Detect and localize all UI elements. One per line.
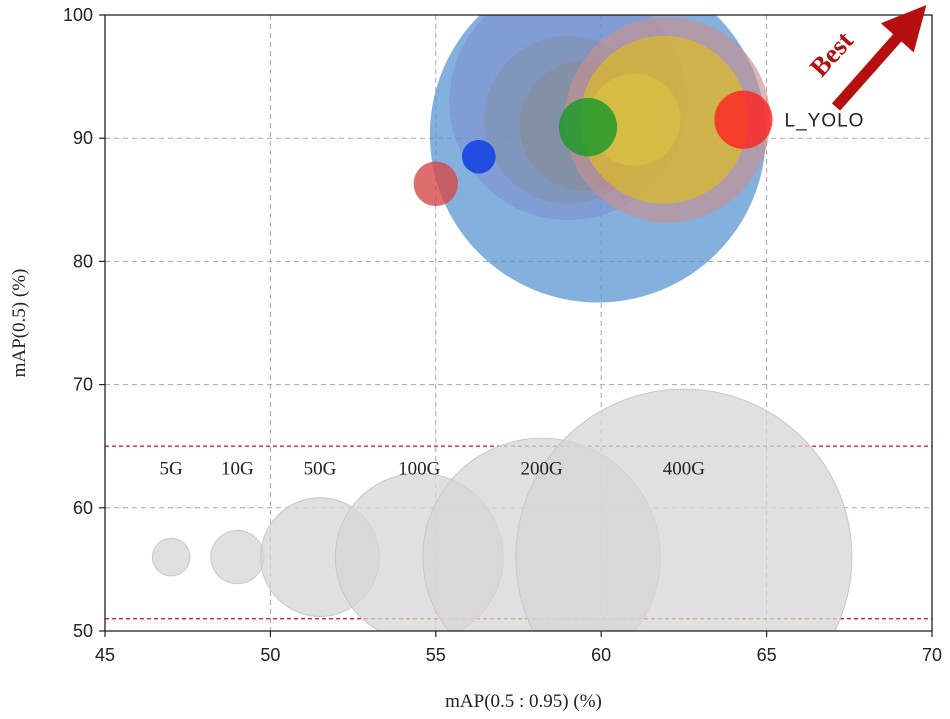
y-tick-label: 80 [73, 251, 93, 271]
data-point-l-yolo [714, 90, 773, 149]
size-legend-label: 100G [398, 459, 441, 480]
size-legend-label: 10G [221, 459, 254, 480]
plot-frame [104, 14, 933, 632]
x-tick-label: 65 [757, 645, 777, 665]
data-point [413, 161, 459, 207]
best-label: Best [804, 26, 859, 83]
x-tick-label: 55 [426, 645, 446, 665]
size-legend-label: 50G [304, 459, 337, 480]
size-legend-bubble [210, 530, 265, 585]
x-tick-label: 50 [260, 645, 280, 665]
y-axis-label: mAP(0.5) (%) [9, 269, 30, 378]
size-legend-bubble [515, 388, 853, 631]
data-points [413, 15, 773, 303]
size-legend-label: 400G [663, 459, 706, 480]
y-tick-label: 100 [63, 5, 93, 25]
data-point [462, 139, 496, 174]
size-legend-label: 200G [521, 459, 564, 480]
data-point-label: L_YOLO [785, 111, 865, 132]
y-tick-label: 90 [73, 128, 93, 148]
best-arrow-icon [831, 4, 927, 111]
y-tick-label: 70 [73, 375, 93, 395]
size-legend [151, 388, 853, 631]
y-tick-label: 60 [73, 498, 93, 518]
x-tick-label: 45 [95, 645, 115, 665]
y-tick-label: 50 [73, 621, 93, 641]
x-axis-label: mAP(0.5 : 0.95) (%) [445, 691, 602, 712]
x-tick-label: 70 [922, 645, 942, 665]
x-tick-label: 60 [591, 645, 611, 665]
size-legend-bubble [151, 537, 191, 577]
size-legend-label: 5G [160, 459, 184, 480]
data-point [558, 98, 618, 157]
